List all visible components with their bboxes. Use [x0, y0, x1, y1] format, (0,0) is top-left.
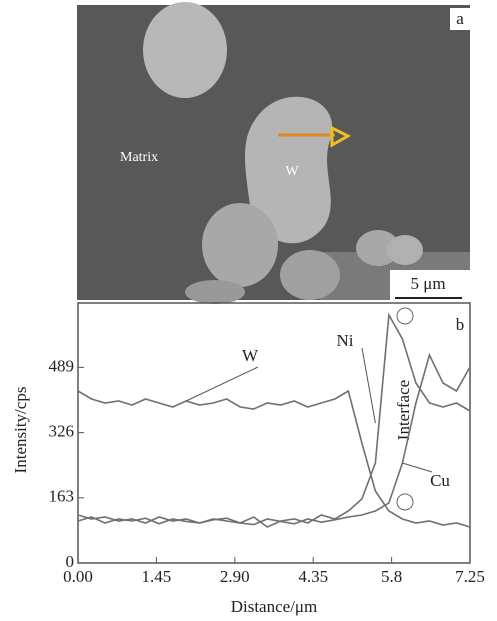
matrix-label: Matrix: [120, 150, 158, 165]
panel-label: a: [456, 9, 464, 28]
particle: [280, 250, 340, 300]
leader-line: [186, 367, 258, 401]
y-tick-label: 326: [49, 422, 75, 441]
x-tick-label: 1.45: [142, 567, 172, 586]
x-axis-title: Distance/μm: [231, 597, 318, 616]
x-tick-label: 0.00: [63, 567, 93, 586]
figure: a Matrix W 5 μm b Intensity/cps Distance…: [0, 0, 497, 621]
y-axis-title: Intensity/cps: [11, 387, 30, 474]
marker-circle: [397, 308, 413, 324]
particle: [143, 2, 227, 98]
leader-line: [362, 348, 375, 423]
series-label: Ni: [337, 331, 354, 350]
leader-line: [402, 463, 432, 472]
panel-label: b: [456, 315, 465, 334]
marker-circle: [397, 494, 413, 510]
series-label: W: [242, 346, 259, 365]
x-tick-label: 5.8: [381, 567, 402, 586]
scale-bar-label: 5 μm: [410, 274, 445, 293]
y-tick-label: 489: [49, 356, 75, 375]
sem-image: a Matrix W 5 μm: [77, 2, 470, 304]
y-tick-label: 163: [49, 487, 75, 506]
particle: [202, 203, 278, 287]
x-tick-label: 4.35: [298, 567, 328, 586]
x-tick-label: 7.25: [455, 567, 485, 586]
particle-label: W: [285, 164, 299, 179]
x-tick-label: 2.90: [220, 567, 250, 586]
particle: [185, 280, 245, 304]
particle: [387, 235, 423, 265]
series-label: Cu: [430, 471, 450, 490]
